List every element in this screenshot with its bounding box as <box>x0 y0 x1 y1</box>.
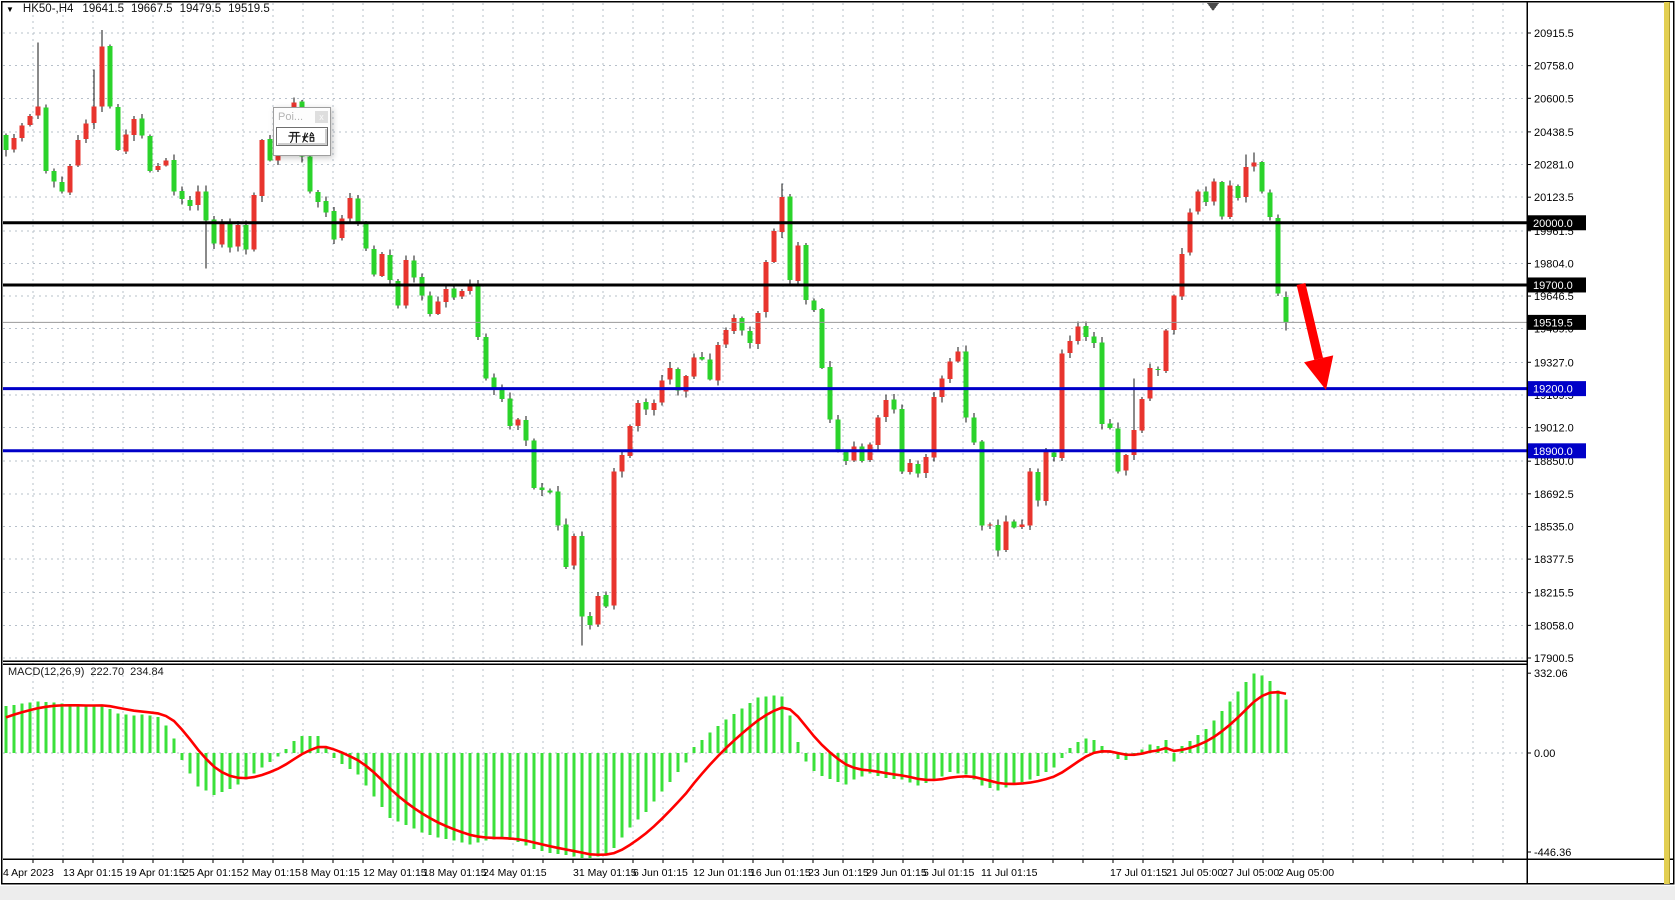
window-bottom-strip <box>0 886 1675 900</box>
price-badge-label: 20000.0 <box>1533 218 1573 230</box>
time-axis-label: 27 Jul 05:00 <box>1222 867 1279 879</box>
price-badge-label: 19700.0 <box>1533 280 1573 292</box>
time-axis-label: 16 Jun 01:15 <box>750 867 811 879</box>
quote-close: 19519.5 <box>228 3 270 15</box>
quote-high: 19667.5 <box>131 3 173 15</box>
price-badge-label: 18900.0 <box>1533 446 1573 458</box>
time-axis-label: 29 Jun 01:15 <box>866 867 927 879</box>
price-axis-label: 20915.5 <box>1534 28 1574 40</box>
price-axis[interactable]: 20915.5 20758.0 20600.5 20438.5 20281.0 20123… <box>1527 28 1586 665</box>
price-axis-label: 18058.0 <box>1534 620 1574 632</box>
time-axis-label: 21 Jul 05:00 <box>1166 867 1223 879</box>
time-axis-label: 11 Jul 01:15 <box>981 867 1038 879</box>
start-button-cjk-glyphs <box>288 131 315 143</box>
price-axis-label: 18850.0 <box>1534 456 1574 468</box>
quote-low: 19479.5 <box>179 3 222 15</box>
time-axis-label: 5 Jul 01:15 <box>923 867 975 879</box>
price-axis-label: 19646.5 <box>1534 291 1574 303</box>
chart-shift-marker[interactable] <box>1207 3 1219 11</box>
price-axis-label: 19012.0 <box>1534 423 1574 435</box>
price-badge-label: 19519.5 <box>1533 317 1573 329</box>
time-axis-label: 23 Jun 01:15 <box>808 867 869 879</box>
time-axis-label: 17 Jul 01:15 <box>1110 867 1167 879</box>
ohlc-quote-row: 19641.5 19667.5 19479.5 19519.5 <box>82 3 269 15</box>
price-badge <box>1528 443 1586 459</box>
time-axis-label: 2 May 01:15 <box>243 867 301 879</box>
price-axis-label: 20600.5 <box>1534 93 1574 105</box>
time-axis-label: 31 May 01:15 <box>573 867 637 879</box>
price-axis-label: 19804.0 <box>1534 258 1574 270</box>
time-axis-label: 19 Apr 01:15 <box>125 867 185 879</box>
price-axis-label: 18692.5 <box>1534 489 1574 501</box>
price-axis-label: 20123.5 <box>1534 192 1574 204</box>
macd-signal-line <box>5 690 1287 857</box>
candles <box>3 29 1289 646</box>
price-badge <box>1528 215 1586 231</box>
price-badge <box>1528 277 1586 293</box>
symbol-period-label: HK50-,H4 <box>22 3 74 15</box>
dialog-close-icon[interactable]: x <box>315 110 328 123</box>
indicator-macd-value: 222.70 <box>90 666 125 678</box>
dialog-titlebar[interactable]: Poi... x <box>274 108 330 125</box>
time-axis-label: 12 May 01:15 <box>363 867 427 879</box>
dialog-body: 开始 <box>274 125 330 146</box>
chart-symbol-title: ▼ HK50-,H4 19641.5 19667.5 19479.5 19519… <box>6 3 270 15</box>
price-axis-label: 20438.5 <box>1534 127 1574 139</box>
indicator-name: MACD(12,26,9) <box>8 666 85 678</box>
start-button[interactable]: 开始 <box>276 127 328 146</box>
window-right-border <box>1664 2 1670 884</box>
price-axis-label: 18535.0 <box>1534 521 1574 533</box>
price-badge <box>1528 381 1586 397</box>
time-axis-label: 6 Jun 01:15 <box>633 867 688 879</box>
quote-open: 19641.5 <box>82 3 124 15</box>
time-axis-label: 25 Apr 01:15 <box>183 867 243 879</box>
price-axis-label: 18215.5 <box>1534 588 1574 600</box>
time-axis-label: 18 May 01:15 <box>423 867 487 879</box>
time-axis-label: 12 Jun 01:15 <box>693 867 754 879</box>
price-axis-label: 18377.5 <box>1534 554 1574 566</box>
indicator-signal-value: 234.84 <box>130 666 164 678</box>
macd-axis[interactable]: 332.06 0.00 -446.36 <box>1527 668 1571 859</box>
time-axis-label: 4 Apr 2023 <box>3 867 54 879</box>
macd-axis-label: 0.00 <box>1534 748 1555 760</box>
price-badge <box>1528 314 1586 330</box>
symbol-dropdown-icon[interactable]: ▼ <box>6 4 14 14</box>
price-axis-label: 19327.0 <box>1534 357 1574 369</box>
gridlines <box>3 3 1527 863</box>
price-badge-label: 19200.0 <box>1533 384 1573 396</box>
macd-axis-label: 332.06 <box>1534 668 1568 680</box>
price-axis-label: 20758.0 <box>1534 61 1574 73</box>
arrow-object[interactable] <box>1296 282 1334 390</box>
time-axis-label: 24 May 01:15 <box>483 867 547 879</box>
time-axis-label: 2 Aug 05:00 <box>1278 867 1334 879</box>
price-axis-label: 17900.5 <box>1534 653 1574 665</box>
indicator-label: MACD(12,26,9) 222.70 234.84 <box>8 666 164 678</box>
script-dialog[interactable]: Poi... x 开始 <box>273 107 331 156</box>
price-axis-label: 20281.0 <box>1534 160 1574 172</box>
dialog-title: Poi... <box>278 110 304 123</box>
macd-axis-label: -446.36 <box>1534 847 1571 859</box>
macd-histogram <box>4 673 1288 858</box>
time-axis-label: 13 Apr 01:15 <box>63 867 123 879</box>
time-axis-label: 8 May 01:15 <box>302 867 360 879</box>
